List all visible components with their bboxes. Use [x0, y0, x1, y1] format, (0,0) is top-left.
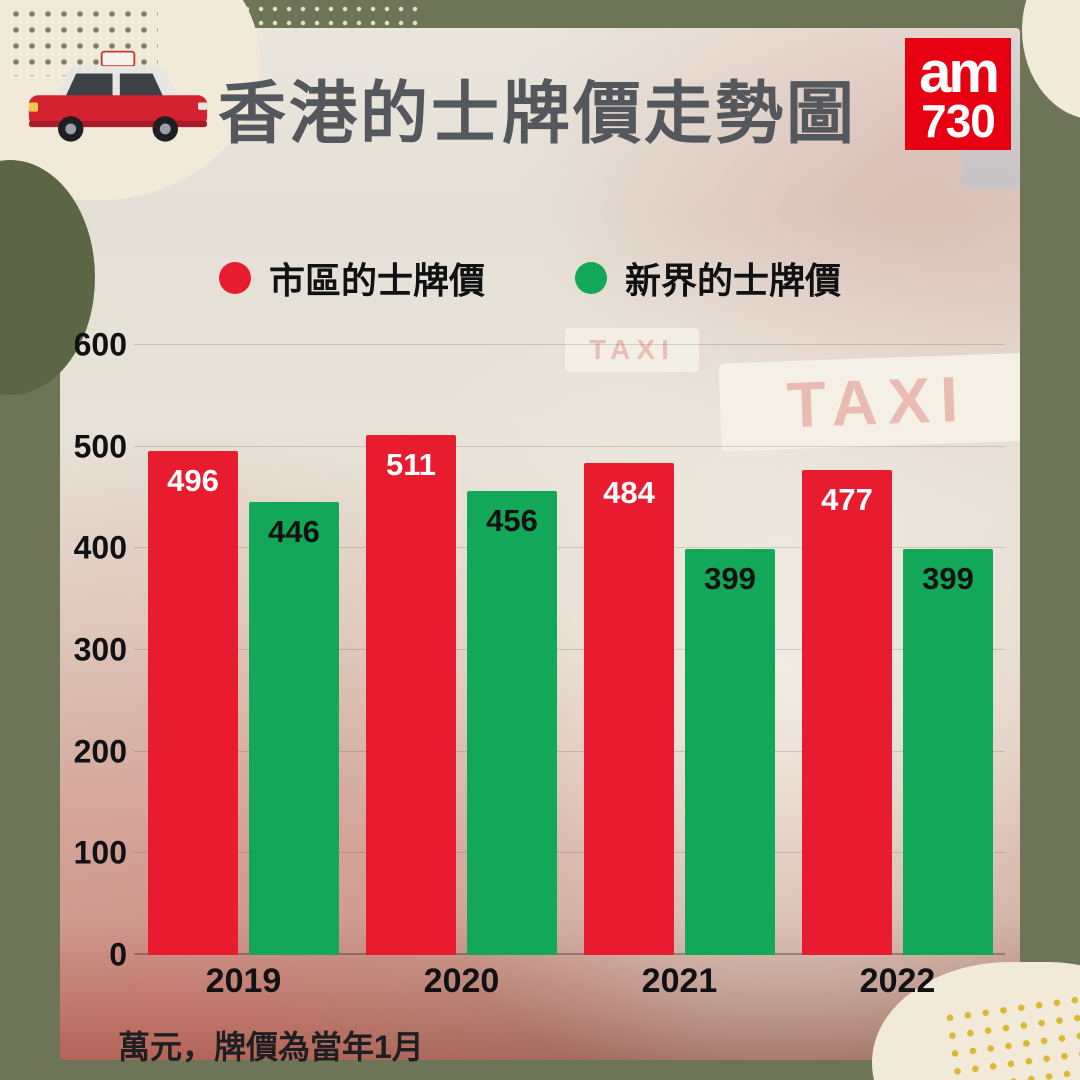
bar-urban: 496: [148, 450, 238, 955]
legend-label-new-territories: 新界的士牌價: [625, 260, 842, 301]
y-tick-label: 400: [73, 529, 127, 566]
y-tick-label: 500: [73, 428, 127, 465]
red-taxi-illustration: [18, 48, 218, 148]
corner-blob-top-right: [1022, 0, 1080, 120]
gridline: [134, 344, 1005, 345]
y-tick-label: 0: [109, 936, 127, 973]
bar-value-label: 446: [268, 513, 320, 549]
legend-item-urban: 市區的士牌價: [218, 252, 485, 304]
logo-line1: am: [919, 40, 1000, 106]
bar-value-label: 399: [704, 561, 756, 597]
x-axis-label: 2021: [641, 962, 718, 1000]
gridline: [134, 750, 1005, 752]
bar-value-label: 496: [167, 462, 219, 498]
x-axis: 2019 2020 2021 2022: [148, 962, 993, 1001]
y-tick-label: 200: [73, 733, 127, 770]
gridline: [134, 953, 1005, 955]
bar-new-territories: 399: [903, 549, 993, 955]
y-axis: 0 100 200 300 400 500 600: [55, 327, 127, 973]
legend: 市區的士牌價 新界的士牌價: [130, 252, 930, 304]
dot-pattern-top: [240, 2, 420, 26]
taxi-icon: [28, 50, 208, 142]
gridline: [134, 445, 1005, 447]
bar-value-label: 484: [603, 474, 655, 510]
bar-group: 511 456: [366, 345, 557, 955]
y-tick-label: 100: [73, 834, 127, 871]
legend-item-new-territories: 新界的士牌價: [575, 252, 841, 304]
y-tick-label: 300: [73, 631, 127, 668]
new-territories-legend-dot-icon: [575, 262, 607, 294]
bar-urban: 511: [366, 435, 456, 955]
bar-new-territories: 446: [249, 501, 339, 955]
x-axis-label: 2019: [205, 962, 282, 1000]
y-tick-label: 600: [73, 326, 127, 363]
bar-group: 484 399: [584, 345, 775, 955]
footer-note: 萬元，牌價為當年1月: [118, 1029, 424, 1065]
bar-value-label: 399: [922, 561, 974, 597]
logo-line2: 730: [921, 94, 996, 147]
bar-urban: 484: [584, 462, 674, 955]
gridline: [134, 852, 1005, 854]
bar-group: 477 399: [802, 345, 993, 955]
bar-chart-plot: 496 446 511 456 484 399 477 399: [134, 344, 1005, 955]
legend-label-urban: 市區的士牌價: [268, 260, 485, 301]
bar-new-territories: 399: [685, 549, 775, 955]
bar-value-label: 511: [385, 447, 436, 483]
bar-new-territories: 456: [467, 491, 557, 955]
gridline: [134, 649, 1005, 650]
page-title: 香港的士牌價走勢圖: [218, 76, 858, 152]
urban-legend-dot-icon: [218, 262, 251, 294]
bar-group: 496 446: [148, 345, 339, 955]
bar-value-label: 477: [821, 482, 873, 518]
am730-logo: am 730: [905, 38, 1011, 150]
bar-value-label: 456: [486, 503, 538, 539]
bar-urban: 477: [802, 470, 892, 955]
x-axis-label: 2020: [423, 962, 500, 1000]
x-axis-label: 2022: [859, 962, 936, 1000]
gridline: [134, 547, 1005, 549]
bar-groups: 496 446 511 456 484 399 477 399: [148, 345, 993, 955]
